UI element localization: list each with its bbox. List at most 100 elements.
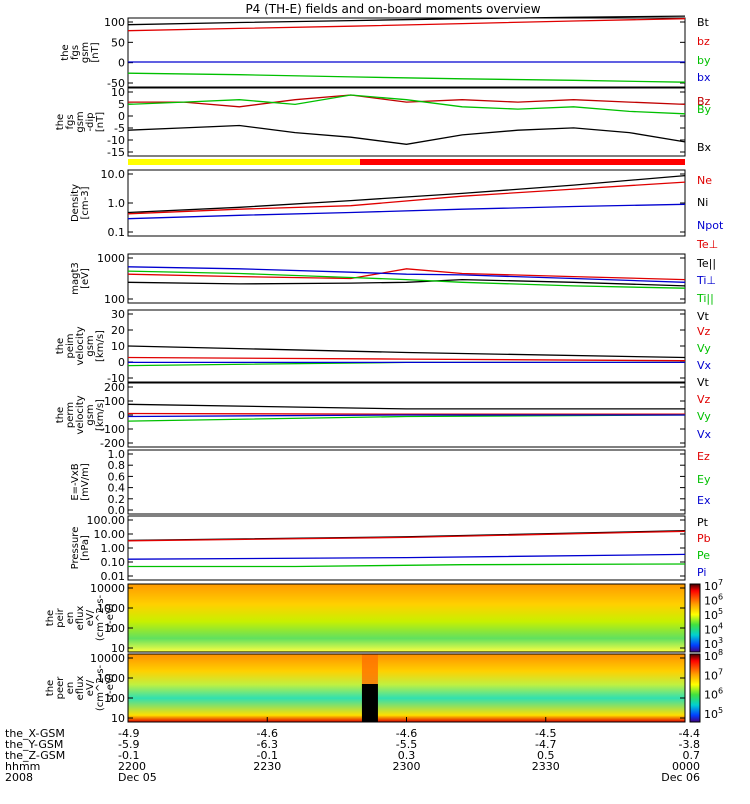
- legend-label: Npot: [697, 219, 724, 232]
- colorbar-tick-label: 105: [704, 607, 723, 622]
- y-axis-label-line: perm: [65, 402, 76, 428]
- y-axis-label-line: sr-eV): [105, 673, 116, 702]
- y-tick-label: 30: [111, 308, 125, 321]
- colorbar-tick-label: 105: [704, 706, 723, 721]
- data-gap: [361, 684, 378, 722]
- x-tick-label: -5.5: [396, 738, 417, 751]
- data-gap-top: [361, 654, 378, 684]
- series-line: [127, 278, 686, 287]
- legend-label: Vx: [697, 359, 712, 372]
- legend-label: Vt: [697, 376, 710, 389]
- panel-frame: [127, 583, 686, 653]
- y-axis-label-line: the: [60, 44, 71, 60]
- panel-frame: [127, 449, 686, 515]
- y-axis-label-line: Pressure: [70, 527, 81, 570]
- y-tick-label: 5: [118, 98, 125, 111]
- x-tick-label: 2300: [393, 760, 421, 773]
- legend-label: Ni: [697, 196, 708, 209]
- panel-efield: 1.00.80.60.40.20.0 E=-VxB [mV/m] Ez Ey Ex: [70, 448, 711, 517]
- y-axis-label-line: en: [65, 682, 76, 695]
- series-line: [127, 412, 685, 415]
- y-tick-label: 0.0: [108, 504, 126, 517]
- y-tick-label: 0.8: [108, 459, 126, 472]
- x-tick-label: -4.5: [535, 727, 556, 740]
- y-axis-label-line: gsm: [85, 404, 96, 425]
- y-axis-label-line: velocity: [75, 395, 86, 434]
- panel-frame: [127, 17, 686, 88]
- legend-label: Ne: [697, 174, 712, 187]
- colorbar: [689, 583, 701, 653]
- x-tick-label: -4.4: [679, 727, 700, 740]
- y-axis-label-line: fgs: [65, 114, 76, 129]
- x-tick-label: -5.9: [118, 738, 139, 751]
- y-tick-label: 200: [104, 381, 125, 394]
- x-tick-label: -0.1: [257, 749, 278, 762]
- y-tick-label: 0: [118, 110, 125, 123]
- legend-label: Vx: [697, 428, 712, 441]
- y-axis-label-line: [km/s]: [95, 330, 106, 362]
- colorbar-tick-label: 106: [704, 593, 723, 608]
- y-tick-label: 0.6: [108, 470, 126, 483]
- y-axis-label-line: -dip: [85, 112, 96, 131]
- panel-fgs-gsm-1: 100 50 0 -50 the fgs gsm [nT] Bt bz by bx: [60, 15, 711, 90]
- series-line: [127, 18, 686, 32]
- legend-label: by: [697, 54, 711, 67]
- legend-label: Pt: [697, 516, 709, 529]
- x-tick-label: 0.7: [683, 749, 701, 762]
- y-axis-label-line: [nPa]: [80, 535, 91, 561]
- y-tick-label: 100.00: [87, 514, 126, 527]
- panel-frame: [127, 309, 686, 383]
- y-tick-label: 1.0: [108, 448, 126, 461]
- colorbar-tick-label: 107: [704, 667, 723, 682]
- y-axis-label: the peer en eflux eV/(cm^2-s-sr-eV): [45, 664, 116, 711]
- legend-label: Vz: [697, 325, 711, 338]
- mode-bar: [128, 159, 685, 165]
- x-tick-label: Dec 06: [661, 771, 700, 784]
- x-axis-row-label: 2008: [5, 771, 33, 784]
- x-axis-row-label: hhmm: [5, 760, 40, 773]
- x-tick-label: -4.7: [535, 738, 556, 751]
- y-axis-label: Density [cm-3]: [70, 184, 91, 222]
- series-line: [128, 94, 686, 108]
- colorbar-tick-label: 106: [704, 687, 723, 702]
- x-tick-label: 0.5: [537, 749, 555, 762]
- x-tick-label: 2200: [118, 760, 146, 773]
- legend-label: Pe: [697, 549, 710, 562]
- x-axis-row-label: the_Z-GSM: [5, 749, 65, 762]
- y-tick-label: 0.4: [108, 482, 126, 495]
- y-tick-label: 100: [104, 622, 125, 635]
- y-axis-label: E=-VxB [mV/m]: [70, 463, 91, 501]
- y-tick-label: 10000: [90, 652, 125, 665]
- x-tick-label: 0.3: [398, 749, 416, 762]
- y-tick-label: -10: [107, 372, 125, 385]
- y-tick-label: 1000: [97, 602, 125, 615]
- y-axis-label-line: Density: [70, 184, 81, 222]
- y-tick-label: -50: [107, 77, 125, 90]
- y-axis-label-line: (cm^2-s-: [95, 664, 106, 711]
- y-tick-label: -10: [107, 134, 125, 147]
- panel-frame: [127, 169, 686, 237]
- x-axis-row-label: the_Y-GSM: [5, 738, 63, 751]
- y-tick-label: 10000: [90, 582, 125, 595]
- y-axis-label: Pressure [nPa]: [70, 527, 91, 570]
- series-line: [127, 203, 686, 220]
- panel-density: 10.0 1.0 0.1 Density [cm-3] Ne Ni Npot: [70, 168, 724, 239]
- panel-temperature: 1000 100 magt3 [eV] Te⊥ Te|| Ti⊥ Ti||: [70, 238, 718, 306]
- mode-bar-fast: [360, 159, 685, 165]
- legend-label: Pi: [697, 566, 706, 579]
- x-tick-label: -3.8: [679, 738, 700, 751]
- y-axis-label-line: velocity: [75, 326, 86, 365]
- y-axis-label: magt3 [eV]: [70, 262, 91, 295]
- x-tick-label: -4.6: [257, 727, 278, 740]
- series-line: [127, 270, 686, 289]
- series-line: [127, 72, 686, 83]
- legend-label: bz: [697, 35, 710, 48]
- x-tick-label: -4.6: [396, 727, 417, 740]
- legend-label: Te⊥: [696, 238, 718, 251]
- y-tick-label: 1.0: [108, 197, 126, 210]
